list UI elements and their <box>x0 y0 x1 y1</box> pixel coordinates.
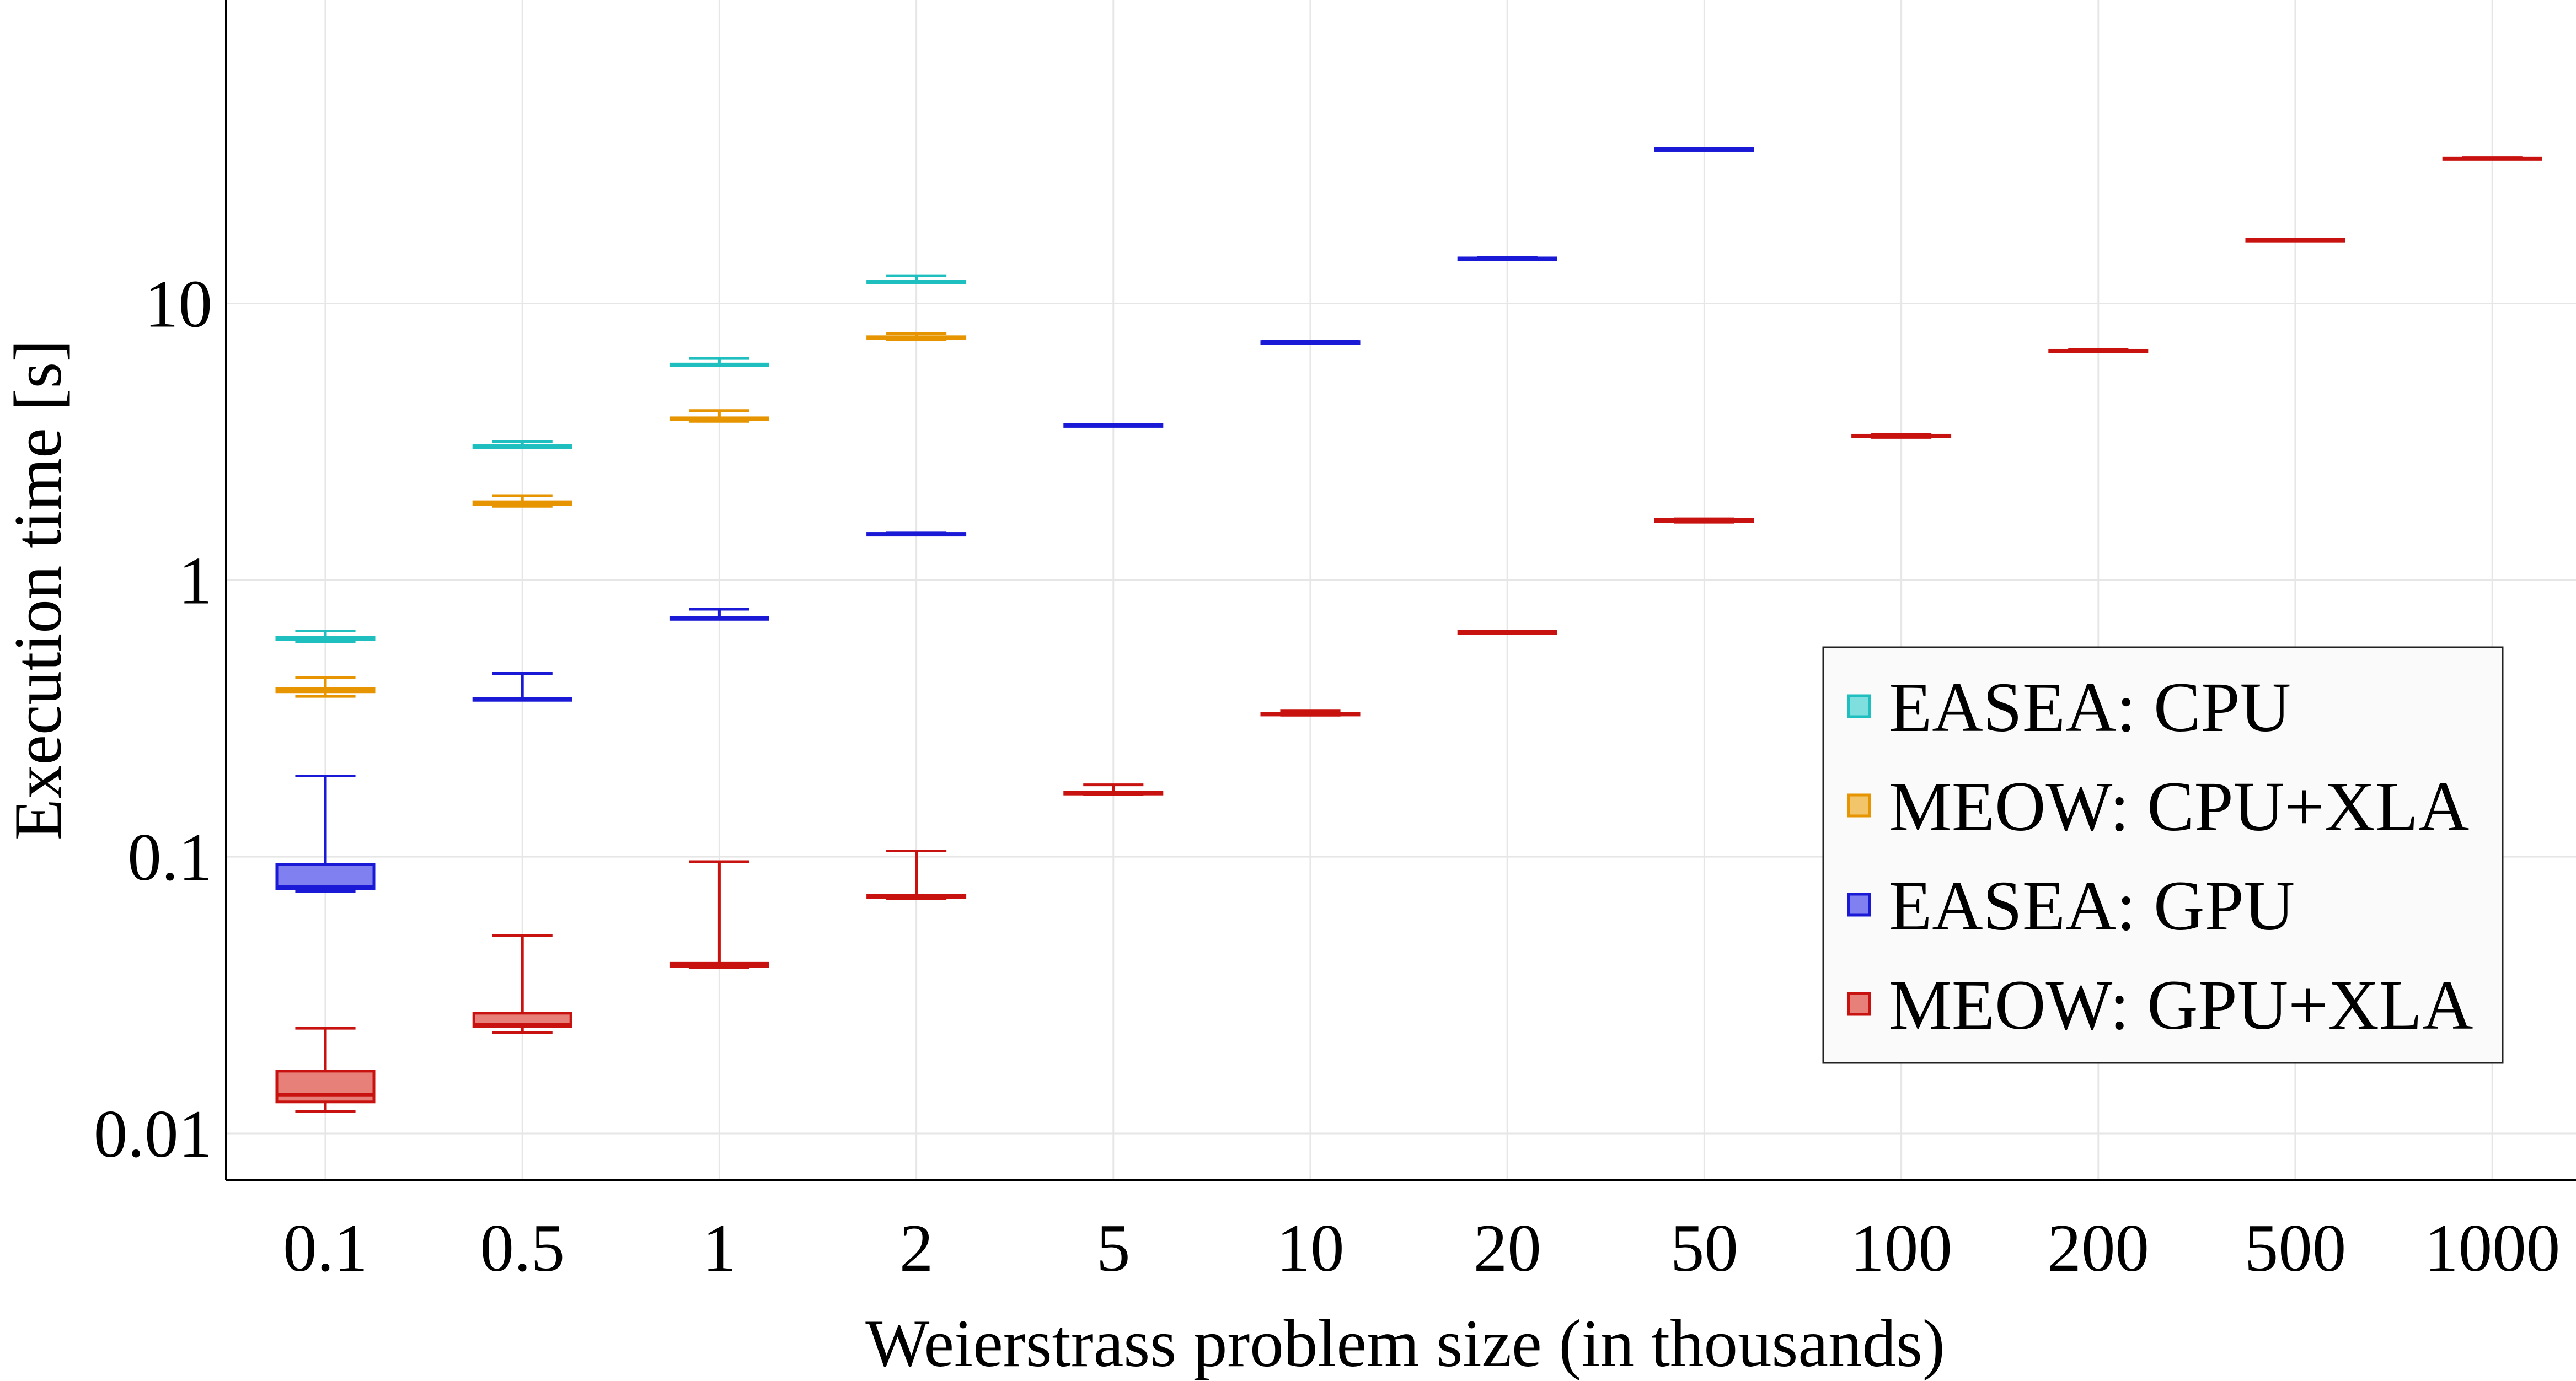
box-plot <box>669 357 769 367</box>
box-plot <box>2442 156 2542 161</box>
x-tick-label: 1 <box>703 1210 737 1286</box>
box-plot <box>472 494 572 508</box>
legend-swatch <box>1847 992 1871 1016</box>
y-axis-title: Execution time [s] <box>0 340 76 841</box>
legend-label: MEOW: CPU+XLA <box>1889 767 2469 846</box>
legend-label: EASEA: CPU <box>1889 668 2291 746</box>
box-plot <box>1457 630 1557 635</box>
x-tick-label: 20 <box>1474 1210 1541 1286</box>
box-plot <box>669 608 769 621</box>
box-plot <box>866 274 967 284</box>
box-plot <box>669 409 769 423</box>
box-plot <box>1457 256 1557 261</box>
box-plot <box>275 774 376 893</box>
box-plot <box>866 849 967 900</box>
x-tick-label: 100 <box>1850 1210 1952 1286</box>
x-tick-label: 0.1 <box>283 1210 368 1286</box>
series-meow-gpu-xla <box>275 156 2542 1113</box>
box-plot <box>1063 783 1164 796</box>
x-tick-label: 200 <box>2048 1210 2150 1286</box>
x-tick-labels: 0.1 0.5 1 2 5 10 20 50 100 200 500 1000 <box>283 1210 2560 1286</box>
legend: EASEA: CPU MEOW: CPU+XLA EASEA: GPU MEOW: G… <box>1822 646 2504 1064</box>
y-tick-label: 10 <box>144 266 212 341</box>
box-plot <box>866 531 967 537</box>
box-plot <box>1063 423 1164 428</box>
box-plot <box>1851 433 1952 439</box>
x-tick-label: 5 <box>1096 1210 1131 1286</box>
x-tick-label: 0.5 <box>480 1210 565 1286</box>
box-plot <box>1654 147 1754 152</box>
box-plot <box>1260 340 1361 345</box>
x-tick-label: 1000 <box>2424 1210 2560 1286</box>
box-plot <box>866 332 967 341</box>
box-plot <box>1654 517 1754 524</box>
x-tick-label: 2 <box>899 1210 934 1286</box>
box-plot <box>669 860 769 969</box>
box-iqr <box>275 1070 376 1104</box>
box-plot <box>275 1027 376 1113</box>
legend-label: MEOW: GPU+XLA <box>1889 966 2473 1044</box>
y-tick-labels: 0.01 0.1 1 10 <box>94 266 212 1171</box>
legend-box <box>1822 646 2504 1064</box>
box-plot <box>472 934 572 1034</box>
box-plot <box>275 676 376 698</box>
series-easea-cpu <box>275 274 967 643</box>
series-easea-gpu <box>275 147 1754 893</box>
box-plot <box>472 440 572 449</box>
legend-swatch <box>1847 694 1871 718</box>
axes <box>225 0 2576 1181</box>
legend-swatch <box>1847 893 1871 917</box>
legend-swatch <box>1847 793 1871 818</box>
x-tick-label: 50 <box>1670 1210 1738 1286</box>
x-tick-label: 10 <box>1277 1210 1345 1286</box>
y-tick-label: 0.01 <box>94 1096 212 1172</box>
y-tick-label: 0.1 <box>127 819 212 895</box>
box-plot <box>2048 348 2149 353</box>
box-plot <box>275 630 376 643</box>
box-plot <box>472 672 572 702</box>
x-tick-label: 500 <box>2245 1210 2347 1286</box>
box-iqr <box>275 863 376 891</box>
legend-label: EASEA: GPU <box>1889 867 2295 945</box>
box-plots <box>275 147 2542 1113</box>
box-plot <box>1260 709 1361 717</box>
x-axis-title: Weierstrass problem size (in thousands) <box>865 1305 1945 1381</box>
series-meow-cpu-xla <box>275 332 967 698</box>
box-plot <box>2245 238 2345 243</box>
y-tick-label: 1 <box>179 542 213 618</box>
